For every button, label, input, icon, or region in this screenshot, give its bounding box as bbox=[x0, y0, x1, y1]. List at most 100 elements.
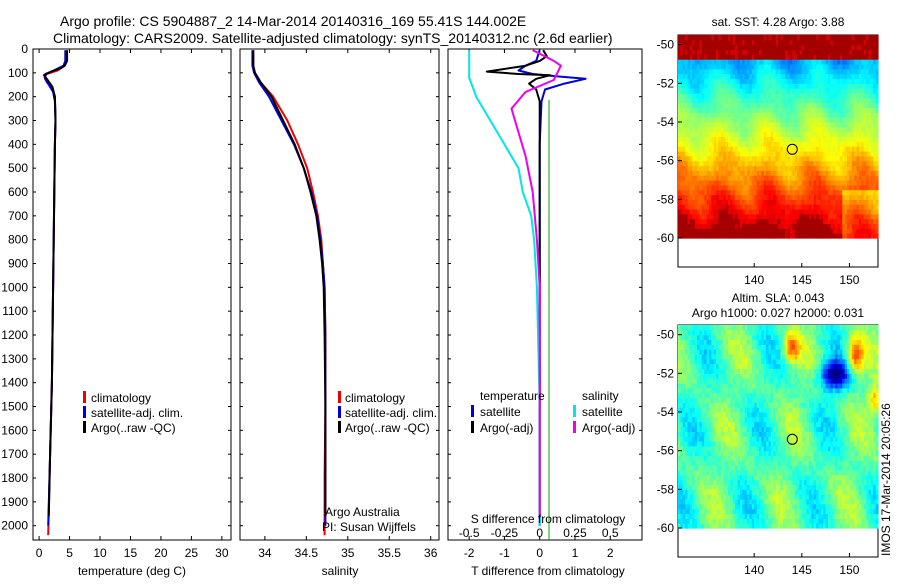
heatmap-cell bbox=[876, 190, 879, 195]
legend-swatch-argo bbox=[83, 421, 86, 433]
x-tick-label: 35.5 bbox=[378, 546, 402, 560]
sla-map-panel: Altim. SLA: 0.043 Argo h1000: 0.027 h200… bbox=[657, 291, 879, 577]
map-x-tick-label: 145 bbox=[792, 273, 812, 287]
difference-plot-frame bbox=[448, 49, 642, 540]
x-tick-label: 10 bbox=[93, 546, 107, 560]
heatmap-cell bbox=[876, 117, 879, 122]
t-difference-xlabel: T difference from climatology bbox=[471, 564, 625, 578]
heatmap-cell bbox=[876, 151, 879, 156]
heatmap-cell bbox=[876, 35, 879, 40]
heatmap-cell bbox=[876, 161, 879, 166]
x-tick-label: 25 bbox=[185, 546, 199, 560]
heatmap-cell bbox=[876, 141, 879, 146]
legend-label-climatology: climatology bbox=[91, 391, 151, 405]
legend-label-t-argo: Argo(-adj) bbox=[480, 421, 533, 435]
heatmap-cell bbox=[876, 79, 879, 84]
heatmap-cell bbox=[876, 219, 879, 224]
heatmap-cell bbox=[876, 224, 879, 229]
heatmap-cell bbox=[876, 170, 879, 175]
heatmap-cell bbox=[876, 180, 879, 185]
map-y-tick-label: -50 bbox=[657, 38, 675, 52]
sst-heatmap-cells bbox=[678, 35, 879, 239]
heatmap-cell bbox=[876, 233, 879, 238]
credit-pi: PI: Susan Wijffels bbox=[322, 520, 416, 534]
legend-swatch-t-argo bbox=[471, 421, 474, 433]
depth-tick-label: 1200 bbox=[1, 328, 28, 342]
map-x-tick-label: 140 bbox=[744, 273, 764, 287]
legend-swatch-t-satellite bbox=[471, 405, 474, 417]
legend-title-salinity: salinity bbox=[582, 389, 619, 403]
depth-tick-label: 1700 bbox=[1, 447, 28, 461]
heatmap-cell bbox=[876, 74, 879, 79]
temperature-plot-frame bbox=[33, 49, 231, 540]
depth-tick-label: 100 bbox=[8, 66, 28, 80]
x-tick-label: 0 bbox=[36, 546, 43, 560]
legend-swatch-s-satellite bbox=[573, 405, 576, 417]
heatmap-cell bbox=[876, 122, 879, 127]
heatmap-cell bbox=[876, 59, 879, 64]
sst-map-title: sat. SST: 4.28 Argo: 3.88 bbox=[712, 15, 845, 29]
heatmap-cell bbox=[876, 93, 879, 98]
heatmap-cell bbox=[876, 112, 879, 117]
heatmap-cell bbox=[876, 195, 879, 200]
temperature-panel: 0100200300400500600700800900100011001200… bbox=[1, 42, 231, 578]
depth-tick-label: 600 bbox=[8, 185, 28, 199]
heatmap-cell bbox=[876, 185, 879, 190]
salinity-plot-frame bbox=[240, 49, 439, 540]
heatmap-cell bbox=[876, 228, 879, 233]
depth-tick-label: 1000 bbox=[1, 280, 28, 294]
heatmap-cell bbox=[876, 204, 879, 209]
map-y-tick-label: -60 bbox=[657, 231, 675, 245]
salinity-xlabel: salinity bbox=[322, 564, 359, 578]
depth-tick-label: 1500 bbox=[1, 400, 28, 414]
heatmap-cell bbox=[876, 175, 879, 180]
s-tick-label: 0 bbox=[536, 526, 543, 540]
map-y-tick-label: -56 bbox=[657, 154, 675, 168]
sla-map-title: Altim. SLA: 0.043 bbox=[732, 291, 825, 305]
x-tick-label: 36 bbox=[424, 546, 438, 560]
legend-swatch-s-argo bbox=[573, 421, 576, 433]
s-tick-label: 0.25 bbox=[563, 526, 587, 540]
x-tick-label: 5 bbox=[66, 546, 73, 560]
depth-tick-label: 200 bbox=[8, 90, 28, 104]
heatmap-cell bbox=[876, 64, 879, 69]
depth-tick-label: 400 bbox=[8, 137, 28, 151]
depth-tick-label: 1900 bbox=[1, 495, 28, 509]
heatmap-cell bbox=[876, 54, 879, 59]
map-x-tick-label: 150 bbox=[839, 273, 859, 287]
depth-tick-label: 300 bbox=[8, 114, 28, 128]
heatmap-cell bbox=[876, 45, 879, 50]
legend-title-temperature: temperature bbox=[480, 389, 545, 403]
legend-label-satellite: satellite-adj. clim. bbox=[91, 406, 183, 420]
legend-label-s-argo: Argo(-adj) bbox=[582, 421, 635, 435]
x-tick-label: 1 bbox=[572, 546, 579, 560]
heatmap-cell bbox=[876, 132, 879, 137]
heatmap-cell bbox=[876, 50, 879, 55]
temperature-xlabel: temperature (deg C) bbox=[78, 564, 186, 578]
depth-tick-label: 700 bbox=[8, 209, 28, 223]
legend-label-climatology: climatology bbox=[345, 391, 405, 405]
x-tick-label: -2 bbox=[464, 546, 475, 560]
x-tick-label: -1 bbox=[499, 546, 510, 560]
map-y-tick-label: -54 bbox=[657, 115, 675, 129]
depth-tick-label: 1400 bbox=[1, 376, 28, 390]
x-tick-label: 15 bbox=[124, 546, 138, 560]
x-tick-label: 34.5 bbox=[295, 546, 319, 560]
figure-title-line1: Argo profile: CS 5904887_2 14-Mar-2014 2… bbox=[60, 13, 526, 29]
depth-tick-label: 800 bbox=[8, 233, 28, 247]
map-y-tick-label: -58 bbox=[657, 192, 675, 206]
legend-swatch-climatology bbox=[83, 391, 86, 403]
heatmap-cell bbox=[876, 146, 879, 151]
legend-label-s-satellite: satellite bbox=[582, 405, 623, 419]
s-tick-label: 0.5 bbox=[602, 526, 619, 540]
legend-swatch-satellite bbox=[83, 406, 86, 418]
x-tick-label: 2 bbox=[607, 546, 614, 560]
sst-map-panel: sat. SST: 4.28 Argo: 3.88 140 145 150 -50 -5… bbox=[657, 15, 879, 287]
legend-label-argo: Argo(..raw -QC) bbox=[91, 421, 176, 435]
legend-swatch-argo bbox=[338, 421, 341, 433]
x-tick-label: 34 bbox=[258, 546, 272, 560]
heatmap-cell bbox=[876, 214, 879, 219]
figure-title-line2: Climatology: CARS2009. Satellite-adjuste… bbox=[53, 30, 613, 46]
